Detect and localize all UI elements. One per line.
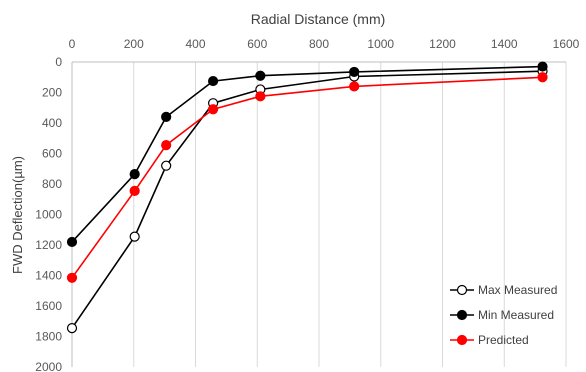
grid-lines: [133, 62, 567, 367]
data-point: [537, 61, 548, 72]
data-point: [129, 185, 140, 196]
series-predicted: [66, 72, 548, 283]
x-tick-label: 600: [247, 37, 267, 51]
y-axis-title: FWD Deflection(µm): [10, 156, 25, 274]
y-tick-label: 800: [42, 177, 62, 191]
data-point: [255, 70, 266, 81]
series-max-measured: [66, 66, 548, 334]
y-tick-label: 400: [42, 116, 62, 130]
data-point: [255, 91, 266, 102]
y-tick-label: 2000: [35, 360, 62, 372]
data-point: [207, 75, 219, 87]
data-point: [161, 111, 172, 123]
legend: Max Measured Min Measured Predicted: [450, 283, 557, 347]
data-point: [349, 66, 360, 78]
legend-marker: [456, 334, 468, 346]
data-point: [349, 81, 360, 92]
x-tick-label: 800: [309, 37, 329, 51]
y-tick-label: 1400: [35, 269, 62, 283]
y-tick-label: 1800: [35, 330, 62, 344]
legend-label: Predicted: [478, 333, 529, 347]
data-point: [129, 231, 140, 242]
legend-item: Max Measured: [450, 283, 557, 297]
series-min-measured: [66, 61, 548, 248]
legend-label: Min Measured: [478, 308, 554, 322]
data-point: [66, 323, 78, 334]
y-tick-labels: 0 200 400 600 800 1000 1200 1400 1600 1800 2000: [35, 55, 62, 372]
plot-frame: [71, 61, 566, 367]
series-layer: [66, 61, 548, 334]
x-tick-label: 200: [124, 37, 144, 51]
x-tick-labels: 0 200 400 600 800 1000 1200 1400 1600: [69, 37, 580, 51]
y-tick-label: 1600: [35, 299, 62, 313]
x-tick-label: 400: [185, 37, 205, 51]
data-point: [66, 272, 78, 283]
y-tick-label: 200: [42, 86, 62, 100]
data-point: [66, 236, 78, 248]
legend-marker: [456, 309, 468, 321]
x-axis-title: Radial Distance (mm): [251, 11, 386, 27]
series-line: [71, 76, 543, 279]
x-tick-label: 0: [69, 37, 76, 51]
x-tick-label: 1000: [367, 37, 394, 51]
y-tick-label: 1000: [35, 208, 62, 222]
series-line: [71, 65, 543, 243]
y-tick-label: 600: [42, 147, 62, 161]
y-tick-label: 0: [55, 55, 62, 69]
legend-item: Predicted: [450, 333, 529, 347]
x-tick-label: 1400: [491, 37, 518, 51]
y-tick-label: 1200: [35, 238, 62, 252]
data-point: [161, 160, 172, 171]
legend-item: Min Measured: [450, 308, 554, 322]
data-point: [129, 168, 140, 180]
data-point: [537, 72, 548, 83]
legend-marker: [456, 284, 468, 296]
data-point: [207, 104, 219, 115]
x-tick-label: 1600: [553, 37, 580, 51]
data-point: [161, 140, 172, 151]
x-tick-label: 1200: [429, 37, 456, 51]
legend-label: Max Measured: [478, 283, 557, 297]
